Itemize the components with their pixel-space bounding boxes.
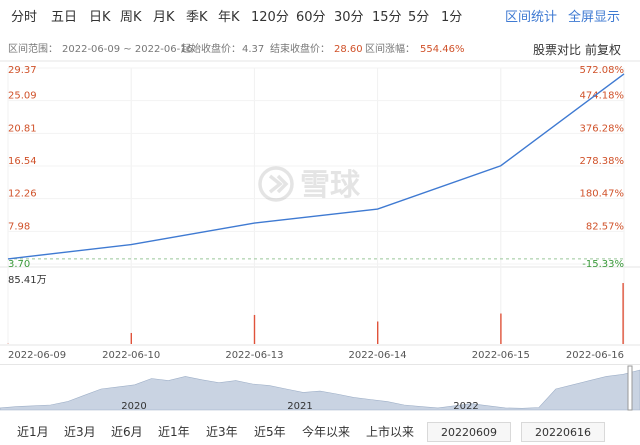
period-tab-30min[interactable]: 30分: [334, 10, 364, 25]
x-tick-label: 2022-06-16: [566, 350, 624, 361]
period-tab-daily[interactable]: 日K: [89, 10, 111, 25]
period-toolbar: 分时 五日 日K 周K 月K 季K 年K 120分 60分 30分 15分 5分…: [0, 0, 640, 36]
volume-series: [7, 283, 624, 344]
grid: [0, 60, 640, 346]
x-axis: 2022-06-09 2022-06-10 2022-06-13 2022-06-14…: [8, 350, 624, 361]
watermark: 雪球: [258, 166, 361, 203]
period-tab-monthly[interactable]: 月K: [153, 10, 175, 25]
overview-svg: 2020 2021 2022: [0, 364, 640, 412]
range-1month[interactable]: 近1月: [17, 425, 49, 439]
y-tick-label: 29.37: [8, 65, 37, 76]
range-5year[interactable]: 近5年: [254, 425, 286, 439]
period-tab-1min[interactable]: 1分: [441, 10, 463, 25]
y-tick-label: 20.81: [8, 123, 37, 134]
volume-max-label: 85.41万: [8, 275, 47, 286]
overview-area: [0, 364, 640, 411]
range-3year[interactable]: 近3年: [206, 425, 238, 439]
y-tick-percent-label: -15.33%: [582, 259, 624, 270]
x-tick-label: 2022-06-13: [225, 350, 283, 361]
stock-compare-button[interactable]: 股票对比: [533, 43, 582, 57]
start-close-label: 起始收盘价：: [181, 44, 241, 55]
y-tick-percent-label: 82.57%: [586, 221, 624, 232]
y-tick-label: 25.09: [8, 91, 37, 102]
y-tick-percent-label: 278.38%: [580, 156, 625, 167]
y-tick-percent-label: 572.08%: [580, 65, 625, 76]
volume-bar: [500, 313, 502, 344]
x-tick-label: 2022-06-09: [8, 350, 66, 361]
overview-year-label: 2021: [287, 401, 312, 412]
volume-bar: [130, 332, 132, 344]
period-tab-quarterly[interactable]: 季K: [186, 10, 208, 25]
x-tick-label: 2022-06-10: [102, 350, 160, 361]
watermark-text: 雪球: [300, 168, 361, 203]
x-tick-label: 2022-06-14: [349, 350, 407, 361]
y-tick-label: 12.26: [8, 189, 37, 200]
navigator-handle[interactable]: [627, 365, 633, 411]
period-tab-5day[interactable]: 五日: [51, 10, 78, 25]
period-tab-5min[interactable]: 5分: [408, 10, 430, 25]
overview-year-label: 2022: [453, 401, 478, 412]
y-axis-price: 29.37 25.09 20.81 16.54 12.26 7.98 3.70: [8, 65, 37, 270]
y-tick-percent-label: 180.47%: [580, 189, 625, 200]
volume-bar: [622, 283, 624, 344]
x-tick-label: 2022-06-15: [472, 350, 530, 361]
end-date-input[interactable]: [521, 422, 605, 442]
volume-bar: [253, 314, 256, 344]
range-stats-button[interactable]: 区间统计: [505, 10, 558, 25]
snowball-logo-icon: [258, 166, 294, 202]
y-axis-percent: 572.08% 474.18% 376.28% 278.38% 180.47% 82.57…: [580, 65, 625, 270]
range-change-label: 区间涨幅：: [365, 44, 415, 55]
end-close-value: 28.60: [334, 44, 363, 55]
start-date-input[interactable]: [427, 422, 511, 442]
range-change-value: 554.46%: [420, 44, 465, 55]
y-tick-percent-label: 474.18%: [580, 91, 625, 102]
range-3month[interactable]: 近3月: [64, 425, 96, 439]
volume-bar: [377, 321, 379, 344]
range-value: 2022-06-09 ~ 2022-06-16: [62, 44, 193, 55]
period-tab-timeshare[interactable]: 分时: [11, 10, 38, 25]
end-close-label: 结束收盘价：: [270, 44, 330, 55]
overview-year-labels: 2020 2021 2022: [121, 401, 478, 412]
range-selector-bar: 近1月 近3月 近6月 近1年 近3年 近5年 今年以来 上市以来: [0, 419, 640, 445]
period-tab-weekly[interactable]: 周K: [120, 10, 142, 25]
period-tab-60min[interactable]: 60分: [296, 10, 326, 25]
period-tab-yearly[interactable]: 年K: [218, 10, 240, 25]
period-tab-15min[interactable]: 15分: [372, 10, 402, 25]
price-chart[interactable]: 雪球 29.37 25.09 20.81 16.54 12.26 7.98 3.70 572…: [0, 60, 640, 366]
start-close-value: 4.37: [242, 44, 265, 55]
y-tick-percent-label: 376.28%: [580, 123, 625, 134]
range-info-bar: 区间范围： 2022-06-09 ~ 2022-06-16 起始收盘价： 4.3…: [0, 40, 640, 60]
y-tick-label: 7.98: [8, 221, 30, 232]
price-chart-svg: 雪球 29.37 25.09 20.81 16.54 12.26 7.98 3.70 572…: [0, 60, 640, 361]
price-line-series: [7, 73, 625, 260]
overview-area-path: [0, 369, 640, 411]
price-line: [7, 73, 625, 260]
y-tick-label: 3.70: [8, 259, 30, 270]
range-6month[interactable]: 近6月: [111, 425, 143, 439]
range-label: 区间范围：: [8, 44, 58, 55]
range-ytd[interactable]: 今年以来: [302, 425, 351, 439]
overview-navigator[interactable]: 2020 2021 2022: [0, 364, 640, 416]
period-tab-120min[interactable]: 120分: [251, 10, 289, 25]
y-tick-label: 16.54: [8, 156, 37, 167]
price-adjust-toggle[interactable]: 前复权: [585, 43, 622, 57]
fullscreen-button[interactable]: 全屏显示: [568, 10, 621, 25]
range-1year[interactable]: 近1年: [158, 425, 190, 439]
range-since-listing[interactable]: 上市以来: [366, 425, 415, 439]
overview-year-label: 2020: [121, 401, 146, 412]
